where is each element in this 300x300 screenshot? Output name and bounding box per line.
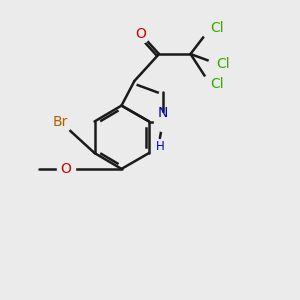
Text: N: N xyxy=(158,106,168,120)
Text: Cl: Cl xyxy=(217,57,230,70)
Text: O: O xyxy=(61,162,71,176)
Text: Cl: Cl xyxy=(210,77,224,91)
Text: H: H xyxy=(155,140,164,152)
Text: Br: Br xyxy=(52,115,68,128)
Text: O: O xyxy=(135,27,146,40)
Text: Cl: Cl xyxy=(210,22,224,35)
